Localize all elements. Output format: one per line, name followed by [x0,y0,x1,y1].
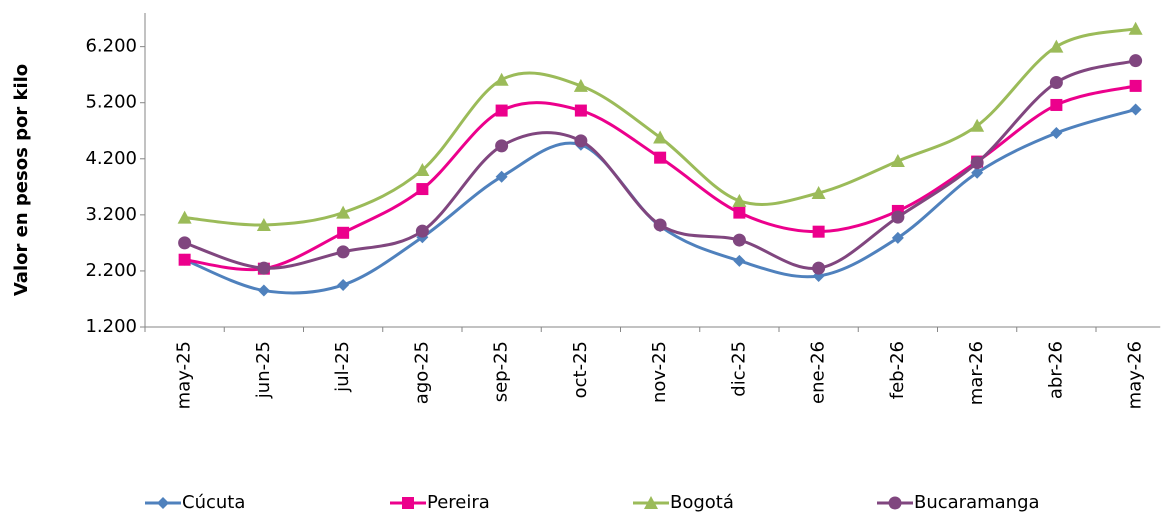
point [1128,21,1143,35]
point [337,226,350,239]
legend-marker [157,497,169,509]
legend-label: Cúcuta [182,492,245,513]
x-tick-label: abr-26 [1045,341,1066,399]
series-line [184,27,1136,227]
point [1129,79,1142,92]
x-tick-label: may-25 [174,341,195,409]
point [1129,103,1142,116]
x-tick-label: jun-25 [253,341,274,399]
point [573,78,588,92]
legend-label: Bogotá [670,492,734,513]
legend-marker [888,496,902,510]
y-tick-label: 6.200 [85,36,137,57]
point [257,261,271,275]
x-tick-label: oct-25 [570,341,591,398]
x-tick-label: feb-26 [887,341,908,399]
point [890,154,905,168]
x-tick-label: jul-25 [332,341,353,393]
x-tick-label: may-26 [1125,341,1146,409]
point [178,253,191,266]
point [495,139,509,153]
point [415,163,430,176]
x-tick-label: ene-26 [808,341,829,404]
point [574,134,588,148]
point [970,118,985,132]
legend-marker [644,496,658,509]
point [1050,126,1063,139]
point [891,231,904,244]
y-tick-label: 1.200 [85,316,137,337]
point [732,193,747,207]
point [811,185,826,199]
point [415,224,429,238]
point [654,151,667,164]
y-axis-label: Valor en pesos por kilo [11,64,32,296]
x-tick-label: mar-26 [966,341,987,405]
x-tick-label: sep-25 [491,341,512,402]
y-tick-label: 5.200 [85,92,137,113]
point [653,130,668,144]
point [336,205,351,219]
point [733,254,746,267]
point [891,210,905,224]
point [653,218,667,232]
point [732,233,746,247]
point [416,183,429,196]
point [1049,76,1063,90]
point [178,236,192,250]
point [1050,98,1063,111]
point [1049,39,1064,53]
point [495,104,508,117]
point [970,156,984,170]
legend-label: Bucaramanga [914,492,1040,513]
point [495,170,508,183]
point [574,104,587,117]
point [494,72,509,86]
point [1129,54,1143,68]
x-tick-label: nov-25 [649,341,670,403]
x-tick-label: dic-25 [728,341,749,397]
point [812,261,826,275]
y-tick-label: 4.200 [85,148,137,169]
point [256,217,271,231]
point [337,278,350,291]
point [971,166,984,179]
point [177,210,192,224]
y-tick-label: 2.200 [85,260,137,281]
point [812,225,825,238]
legend-marker [402,497,414,509]
x-tick-label: ago-25 [411,341,432,404]
y-tick-label: 3.200 [85,204,137,225]
point [257,284,270,297]
point [336,245,350,259]
point [733,206,746,219]
legend-label: Pereira [427,492,490,513]
